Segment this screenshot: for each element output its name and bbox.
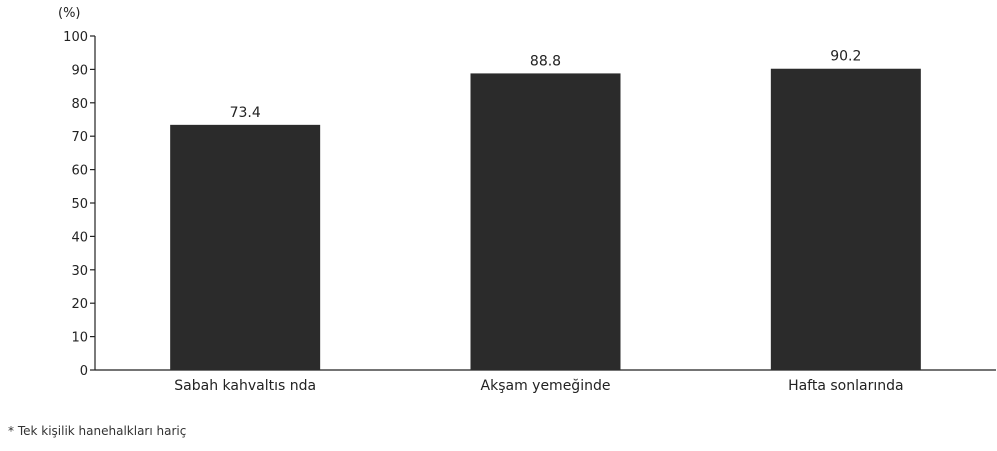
bar	[470, 73, 621, 371]
y-tick-label: 20	[71, 297, 88, 312]
footnote: * Tek kişilik hanehalkları hariç	[8, 424, 187, 438]
y-tick-label: 10	[71, 331, 88, 346]
y-tick-label: 40	[71, 230, 88, 245]
x-category-label: Akşam yemeğinde	[481, 378, 611, 394]
y-tick-label: 60	[71, 164, 88, 179]
bar-value-label: 90.2	[830, 49, 861, 65]
x-category-label: Sabah kahvaltıs nda	[174, 378, 316, 394]
y-tick-label: 50	[71, 197, 88, 212]
y-axis-ticks: 0 10 20 30 40 50 60 70 80 90 100	[63, 30, 95, 379]
y-tick-label: 70	[71, 130, 88, 145]
y-axis-unit-label: (%)	[58, 6, 81, 21]
y-tick-label: 30	[71, 264, 88, 279]
bar	[770, 68, 921, 371]
bar-value-label: 88.8	[530, 53, 561, 69]
bars	[170, 68, 921, 371]
y-tick-label: 80	[71, 97, 88, 112]
y-tick-label: 100	[63, 30, 88, 45]
category-labels: Sabah kahvaltıs nda Akşam yemeğinde Hafta …	[174, 378, 903, 394]
bar-value-label: 73.4	[230, 105, 261, 121]
y-tick-label: 90	[71, 63, 88, 78]
x-category-label: Hafta sonlarında	[788, 378, 904, 394]
value-labels: 73.4 88.8 90.2	[230, 49, 862, 121]
bar	[170, 124, 321, 371]
y-tick-label: 0	[80, 364, 88, 379]
